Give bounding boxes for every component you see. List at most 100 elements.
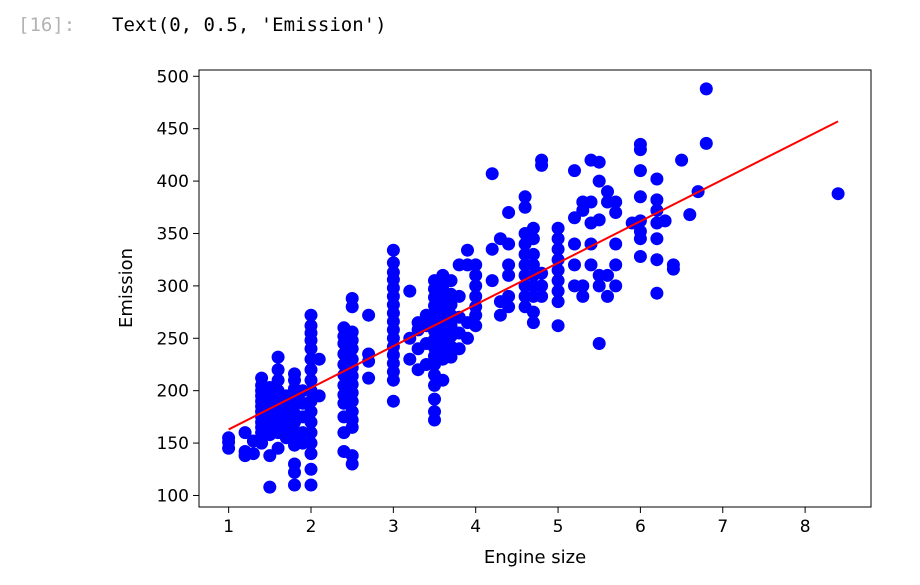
scatter-point-224 xyxy=(535,153,549,167)
scatter-point-70 xyxy=(304,363,318,377)
scatter-point-101 xyxy=(345,352,359,366)
y-tick-label-500: 500 xyxy=(157,67,189,87)
scatter-point-192 xyxy=(493,308,507,322)
y-tick-label-200: 200 xyxy=(157,382,189,402)
scatter-point-178 xyxy=(461,331,474,345)
scatter-point-286 xyxy=(699,82,713,96)
scatter-point-125 xyxy=(386,265,400,279)
scatter-point-283 xyxy=(683,208,697,222)
scatter-point-42 xyxy=(288,478,301,492)
scatter-point-190 xyxy=(485,242,499,256)
scatter-point-264 xyxy=(633,250,647,263)
scatter-point-282 xyxy=(675,153,689,167)
scatter-point-240 xyxy=(576,279,590,293)
scatter-point-60 xyxy=(304,478,318,492)
x-tick-label-2: 2 xyxy=(306,517,317,537)
scatter-point-75 xyxy=(304,319,318,333)
scatter-point-200 xyxy=(502,206,516,219)
scatter-point-141 xyxy=(428,392,441,406)
scatter-point-252 xyxy=(592,174,606,188)
scatter-point-128 xyxy=(403,352,417,366)
y-tick-label-300: 300 xyxy=(157,277,189,297)
scatter-point-266 xyxy=(633,224,647,238)
scatter-point-196 xyxy=(502,289,516,303)
x-axis-ticks: 1 2 3 4 5 6 7 8 xyxy=(223,507,811,537)
scatter-point-172 xyxy=(444,274,458,288)
scatter-point-63 xyxy=(304,436,318,450)
scatter-point-249 xyxy=(592,279,606,293)
scatter-point-287 xyxy=(831,187,845,201)
scatter-point-185 xyxy=(469,289,483,303)
scatter-point-246 xyxy=(584,195,598,209)
plot-frame xyxy=(198,69,872,508)
scatter-point-239 xyxy=(576,289,590,303)
scatter-point-238 xyxy=(568,164,581,178)
scatter-point-232 xyxy=(551,232,565,246)
x-axis-label: Engine size xyxy=(484,547,586,568)
scatter-point-255 xyxy=(601,268,614,282)
scatter-point-66 xyxy=(304,405,318,419)
scatter-point-54 xyxy=(288,367,301,381)
scatter-point-195 xyxy=(502,300,516,314)
scatter-point-176 xyxy=(452,289,466,303)
x-tick-label-1: 1 xyxy=(223,517,234,537)
scatter-point-110 xyxy=(362,308,376,322)
scatter-point-219 xyxy=(526,221,540,235)
scatter-point-62 xyxy=(304,447,318,461)
scatter-point-78 xyxy=(312,352,326,366)
scatter-point-173 xyxy=(452,342,466,356)
y-tick-label-100: 100 xyxy=(157,486,189,506)
scatter-point-199 xyxy=(502,237,516,251)
regression-line-layer xyxy=(228,120,839,431)
scatter-point-229 xyxy=(551,263,565,277)
scatter-point-64 xyxy=(304,426,318,440)
y-tick-label-150: 150 xyxy=(157,434,189,454)
y-tick-label-250: 250 xyxy=(157,329,189,349)
scatter-point-155 xyxy=(436,373,450,387)
x-tick-label-3: 3 xyxy=(388,517,399,537)
scatter-point-189 xyxy=(485,274,499,288)
scatter-point-259 xyxy=(609,258,623,272)
scatter-point-69 xyxy=(304,373,318,387)
scatter-point-8 xyxy=(255,436,269,450)
scatter-point-92 xyxy=(345,449,359,463)
scatter-point-188 xyxy=(469,258,483,272)
scatter-point-225 xyxy=(551,319,565,333)
scatter-point-77 xyxy=(312,389,326,403)
regression-line xyxy=(228,120,839,431)
scatter-point-130 xyxy=(403,284,417,298)
scatter-point-257 xyxy=(601,185,614,199)
scatter-point-281 xyxy=(666,258,680,272)
scatter-point-5 xyxy=(238,426,252,440)
scatter-point-191 xyxy=(485,167,499,181)
scatter-point-242 xyxy=(576,203,590,217)
scatter-point-186 xyxy=(469,279,483,293)
scatter-point-20 xyxy=(263,480,277,494)
scatter-point-126 xyxy=(386,256,400,270)
cell-output-text: Text(0, 0.5, 'Emission') xyxy=(112,14,387,36)
scatter-point-218 xyxy=(526,232,540,246)
x-tick-label-5: 5 xyxy=(553,517,564,537)
x-tick-label-7: 7 xyxy=(717,517,728,537)
y-axis-ticks: 100 150 200 250 300 350 400 450 500 xyxy=(157,67,199,506)
scatter-point-279 xyxy=(658,214,672,228)
scatter-point-274 xyxy=(650,232,664,246)
scatter-point-28 xyxy=(271,441,285,455)
x-tick-label-4: 4 xyxy=(470,517,481,537)
scatter-point-273 xyxy=(650,253,664,267)
scatter-point-277 xyxy=(650,193,664,207)
scatter-point-36 xyxy=(271,350,285,364)
x-tick-label-6: 6 xyxy=(635,517,646,537)
scatter-point-212 xyxy=(526,305,540,319)
scatter-point-127 xyxy=(386,243,400,257)
scatter-point-104 xyxy=(345,325,359,339)
scatter-point-271 xyxy=(633,137,647,151)
scatter-point-226 xyxy=(551,295,565,309)
scatter-point-211 xyxy=(526,316,540,330)
scatter-point-278 xyxy=(650,172,664,186)
scatter-point-233 xyxy=(551,221,565,235)
scatter-point-230 xyxy=(551,253,565,267)
scatter-point-210 xyxy=(518,190,532,204)
scatter-point-61 xyxy=(304,462,318,476)
scatter-point-248 xyxy=(592,337,606,350)
